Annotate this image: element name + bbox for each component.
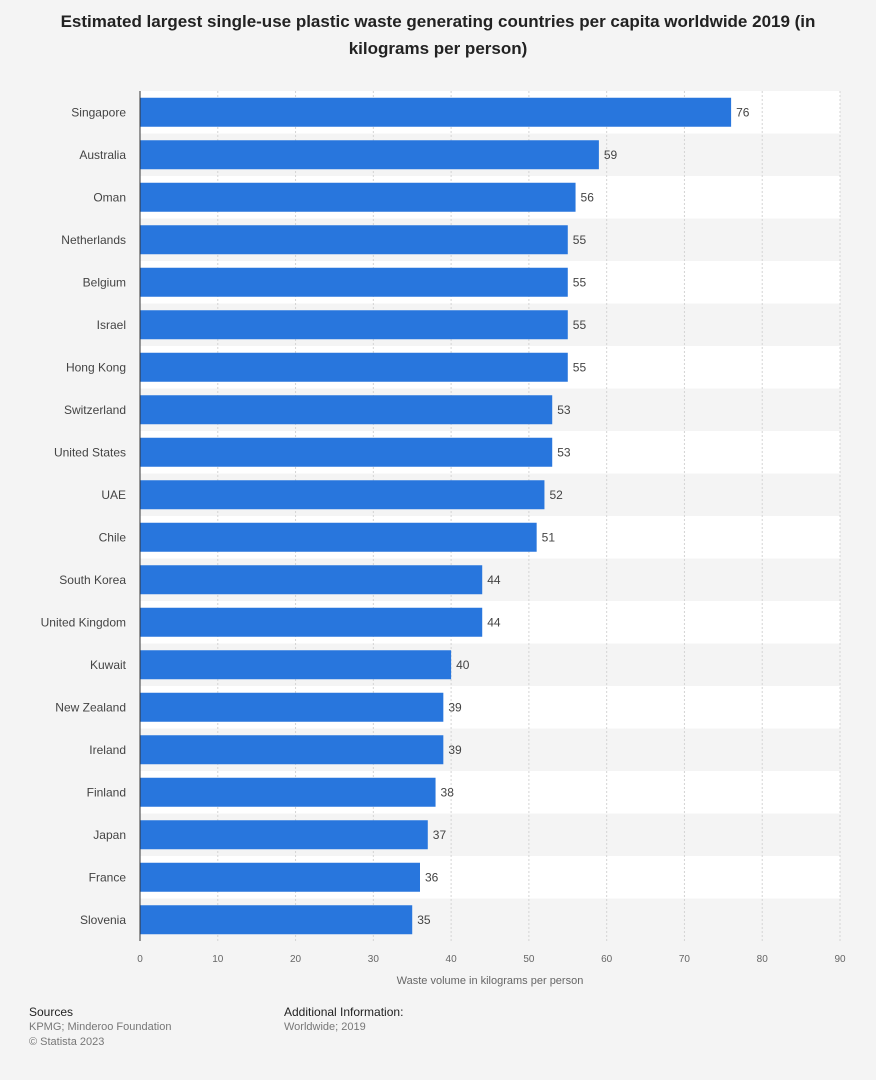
category-label: New Zealand (55, 700, 126, 714)
category-label: Switzerland (64, 403, 126, 417)
category-label: Belgium (83, 275, 126, 289)
bar (140, 97, 732, 127)
bar (140, 395, 553, 425)
x-tick-label: 70 (679, 954, 691, 965)
bar (140, 607, 483, 637)
bar (140, 522, 537, 552)
bar (140, 267, 568, 297)
x-tick-label: 0 (137, 954, 143, 965)
category-label: Japan (93, 828, 126, 842)
bar (140, 182, 576, 212)
bar-value-label: 36 (425, 870, 439, 884)
bars (140, 97, 732, 935)
bar (140, 140, 599, 170)
category-label: Finland (87, 785, 126, 799)
bar (140, 225, 568, 255)
category-label: Hong Kong (66, 360, 126, 374)
x-tick-label: 40 (446, 954, 458, 965)
bar (140, 692, 444, 722)
copyright-text: © Statista 2023 (29, 1036, 105, 1048)
sources-block: Sources KPMG; Minderoo Foundation © Stat… (29, 1005, 171, 1050)
bar-value-label: 44 (487, 615, 501, 629)
additional-info-text: Worldwide; 2019 (284, 1021, 366, 1033)
bar-value-label: 51 (542, 530, 556, 544)
bar-value-label: 44 (487, 573, 501, 587)
category-label: UAE (101, 488, 126, 502)
bar (140, 820, 428, 850)
bar-value-label: 35 (417, 913, 431, 927)
chart-title: Estimated largest single-use plastic was… (60, 12, 816, 58)
x-tick-label: 30 (368, 954, 380, 965)
bar-value-label: 37 (433, 828, 447, 842)
x-tick-labels: 0 10 20 30 40 50 60 70 80 90 (137, 954, 846, 965)
bar-value-label: 53 (557, 403, 571, 417)
bar (140, 565, 483, 595)
x-tick-label: 20 (290, 954, 302, 965)
bar-value-label: 59 (604, 148, 618, 162)
x-tick-label: 10 (212, 954, 224, 965)
x-axis-label: Waste volume in kilograms per person (397, 975, 584, 987)
sources-text: KPMG; Minderoo Foundation (29, 1021, 172, 1033)
bar-value-label: 55 (573, 360, 587, 374)
category-label: Slovenia (80, 913, 126, 927)
category-label: South Korea (59, 573, 126, 587)
bar-value-label: 38 (441, 785, 455, 799)
category-label: Kuwait (90, 658, 127, 672)
category-labels: Singapore Australia Oman Netherlands Belgium… (41, 105, 127, 927)
bar (140, 735, 444, 765)
value-labels: 76 59 56 55 55 55 55 53 53 52 51 44 44 40 39 39 38 37 36 35 (417, 105, 750, 927)
bar-value-label: 52 (549, 488, 563, 502)
bar-value-label: 55 (573, 275, 587, 289)
additional-info-block: Additional Information: Worldwide; 2019 (284, 1005, 403, 1035)
bar (140, 650, 452, 680)
x-tick-label: 60 (601, 954, 613, 965)
category-label: Singapore (71, 105, 126, 119)
bar-value-label: 53 (557, 445, 571, 459)
bar (140, 437, 553, 467)
bar (140, 905, 413, 935)
bar-value-label: 40 (456, 658, 470, 672)
x-tick-label: 90 (834, 954, 846, 965)
category-label: Israel (97, 318, 126, 332)
bar (140, 777, 436, 807)
bar (140, 862, 420, 892)
bar-value-label: 56 (581, 190, 595, 204)
x-tick-label: 50 (523, 954, 535, 965)
category-label: Netherlands (61, 233, 126, 247)
bar-value-label: 39 (448, 700, 462, 714)
additional-info-heading: Additional Information: (284, 1005, 404, 1019)
bar-value-label: 55 (573, 233, 587, 247)
category-label: Ireland (89, 743, 126, 757)
category-label: Australia (79, 148, 126, 162)
category-label: United States (54, 445, 126, 459)
bar (140, 480, 545, 510)
bar-chart: 76 59 56 55 55 55 55 53 53 52 51 44 44 40 39 39 38 37 36 35… (41, 91, 846, 987)
bar-value-label: 55 (573, 318, 587, 332)
bar-value-label: 76 (736, 105, 750, 119)
row-bands (140, 91, 840, 941)
x-tick-label: 80 (757, 954, 769, 965)
bar-value-label: 39 (448, 743, 462, 757)
bar (140, 310, 568, 340)
category-label: Oman (93, 190, 126, 204)
category-label: France (89, 870, 127, 884)
category-label: United Kingdom (41, 615, 126, 629)
bar (140, 352, 568, 382)
sources-heading: Sources (29, 1005, 74, 1019)
category-label: Chile (99, 530, 127, 544)
